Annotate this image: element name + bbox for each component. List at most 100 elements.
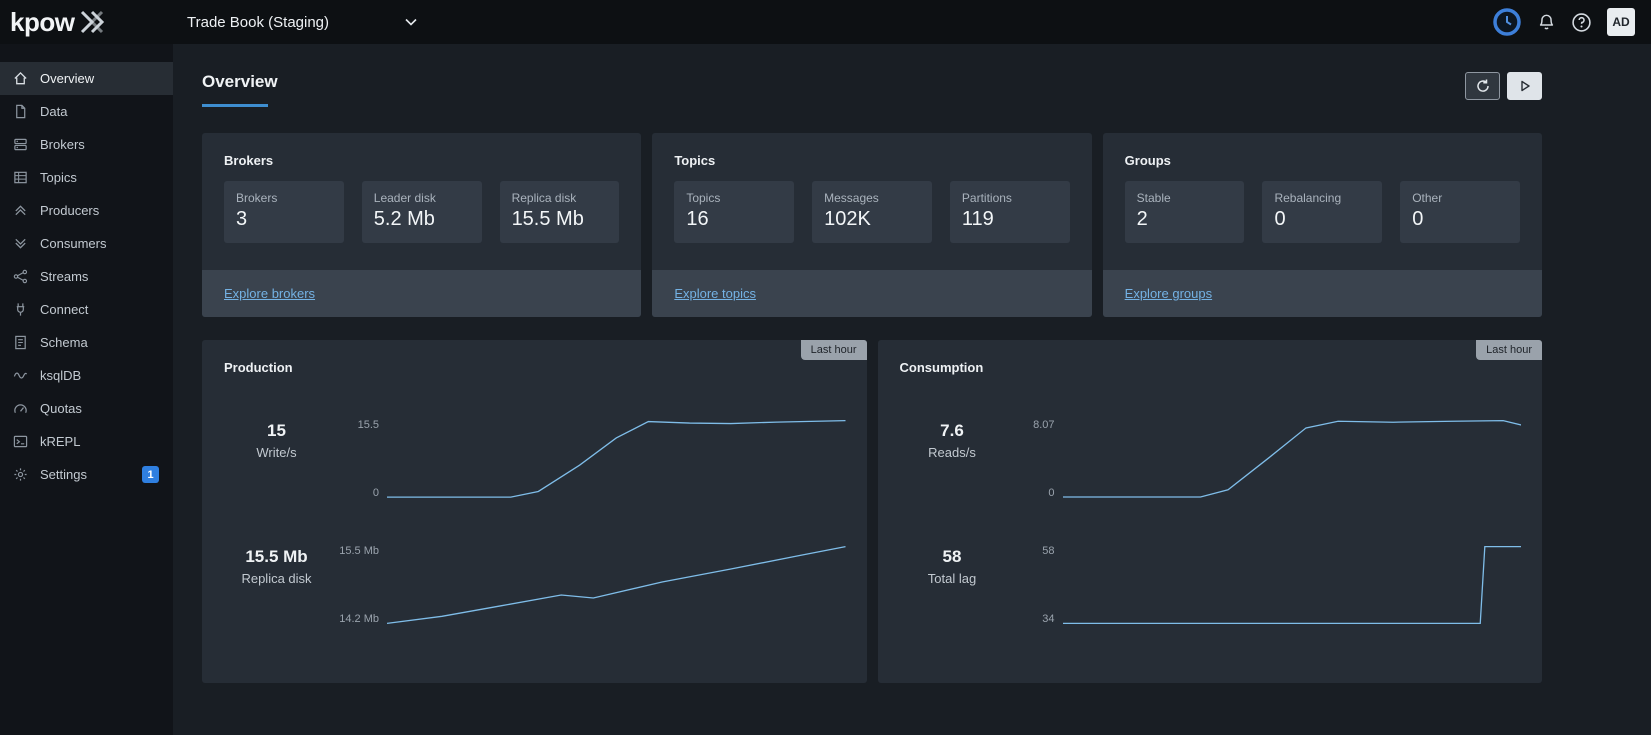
metric-label: Stable: [1136, 191, 1171, 205]
summary-card-topics: Topics Topics 16 Messages 102K Partition…: [652, 133, 1092, 317]
sparkline-chart: [387, 545, 846, 625]
sparkline-chart: [387, 419, 846, 499]
main-content: Overview: [173, 44, 1651, 735]
sidebar-item-ksqldb[interactable]: ksqlDB: [0, 359, 173, 392]
sidebar-item-label: Streams: [40, 269, 89, 284]
notifications-bell-icon[interactable]: [1537, 13, 1556, 32]
metric-label: Rebalancing: [1274, 191, 1342, 205]
metric-tile: Brokers 3: [224, 181, 344, 243]
summary-card-brokers: Brokers Brokers 3 Leader disk 5.2 Mb Rep…: [202, 133, 642, 317]
chart-card-production: Last hour Production 15 Write/s 15.5 0 1…: [202, 340, 867, 683]
sidebar-item-topics[interactable]: Topics: [0, 161, 173, 194]
sidebar-item-brokers[interactable]: Brokers: [0, 128, 173, 161]
metric-tile: Topics 16: [674, 181, 795, 243]
summary-card-groups: Groups Stable 2 Rebalancing 0 Other 0 Ex…: [1102, 133, 1542, 317]
sidebar-item-label: Overview: [40, 71, 95, 86]
environment-selector[interactable]: Trade Book (Staging): [187, 14, 419, 31]
metric-tile: Other 0: [1400, 181, 1520, 243]
chart-metric: 7.6 Reads/s: [900, 419, 1005, 499]
explore-brokers-link[interactable]: Explore brokers: [224, 286, 316, 301]
sparkline-chart: [1063, 419, 1522, 499]
sidebar-item-label: Topics: [40, 170, 77, 185]
share-icon: [13, 269, 28, 284]
explore-topics-link[interactable]: Explore topics: [674, 286, 756, 301]
sidebar-item-label: Schema: [40, 335, 88, 350]
refresh-button[interactable]: [1465, 72, 1500, 100]
plug-icon: [13, 302, 28, 317]
sidebar-item-producers[interactable]: Producers: [0, 194, 173, 227]
gear-icon: [13, 467, 28, 482]
sidebar-item-label: Brokers: [40, 137, 85, 152]
sidebar-item-label: Settings: [40, 467, 87, 482]
metric-tile: Rebalancing 0: [1262, 181, 1383, 243]
settings-badge: 1: [142, 466, 159, 483]
sidebar-item-label: Consumers: [40, 236, 107, 251]
y-axis-labels: 8.07 0: [1005, 419, 1063, 499]
server-icon: [13, 137, 28, 152]
chevrons-down-icon: [13, 236, 28, 251]
metric-tiles: Stable 2 Rebalancing 0 Other 0: [1124, 181, 1520, 243]
metric-tiles: Topics 16 Messages 102K Partitions 119: [674, 181, 1070, 243]
chart-metric-label: Reads/s: [928, 445, 976, 460]
chart-rows: 15 Write/s 15.5 0 15.5 Mb Replica disk 1…: [202, 419, 867, 625]
sidebar-item-consumers[interactable]: Consumers: [0, 227, 173, 260]
y-axis-min-label: 34: [1042, 613, 1055, 625]
y-axis-labels: 15.5 0: [329, 419, 387, 499]
summary-cards: Brokers Brokers 3 Leader disk 5.2 Mb Rep…: [202, 133, 1542, 317]
logo-glyph-icon: [81, 10, 105, 34]
sidebar-item-label: Producers: [40, 203, 100, 218]
metric-value: 102K: [824, 208, 871, 230]
chart-metric-label: Write/s: [256, 445, 297, 460]
clock-icon[interactable]: [1492, 7, 1522, 37]
metric-tiles: Brokers 3 Leader disk 5.2 Mb Replica dis…: [224, 181, 620, 243]
environment-name: Trade Book (Staging): [187, 13, 330, 31]
page-header: Overview: [202, 72, 1542, 107]
sidebar-item-label: ksqlDB: [40, 368, 82, 383]
chart-metric: 15 Write/s: [224, 419, 329, 499]
time-range-tag: Last hour: [800, 340, 867, 360]
chart-metric-label: Total lag: [927, 571, 977, 586]
chart-row: 7.6 Reads/s 8.07 0: [900, 419, 1522, 499]
sidebar-item-settings[interactable]: Settings 1: [0, 458, 173, 491]
y-axis-labels: 58 34: [1005, 545, 1063, 625]
chart-metric-label: Replica disk: [241, 571, 312, 586]
chevron-down-icon: [405, 18, 417, 26]
card-title: Brokers: [224, 153, 274, 168]
time-range-tag: Last hour: [1476, 340, 1542, 360]
sidebar-item-streams[interactable]: Streams: [0, 260, 173, 293]
metric-tile: Leader disk 5.2 Mb: [361, 181, 482, 243]
metric-value: 3: [236, 208, 248, 230]
terminal-icon: [13, 434, 28, 449]
card-title: Topics: [674, 153, 716, 168]
metric-label: Replica disk: [511, 191, 577, 205]
chart-card-title: Consumption: [899, 360, 984, 375]
play-button[interactable]: [1507, 72, 1542, 100]
y-axis-max-label: 15.5 Mb: [339, 545, 379, 557]
help-icon[interactable]: [1571, 12, 1592, 33]
metric-label: Brokers: [236, 191, 278, 205]
sidebar-item-schema[interactable]: Schema: [0, 326, 173, 359]
metric-label: Leader disk: [373, 191, 436, 205]
metric-label: Other: [1412, 191, 1443, 205]
chevrons-up-icon: [13, 203, 28, 218]
explore-groups-link[interactable]: Explore groups: [1124, 286, 1213, 301]
sidebar-item-quotas[interactable]: Quotas: [0, 392, 173, 425]
sidebar-item-krepl[interactable]: kREPL: [0, 425, 173, 458]
avatar[interactable]: AD: [1607, 8, 1635, 36]
chart-card-title: Production: [224, 360, 293, 375]
file-icon: [13, 104, 28, 119]
metric-value: 16: [686, 208, 709, 230]
logo-text: kpow: [10, 7, 75, 37]
metric-value: 0: [1412, 208, 1424, 230]
y-axis-min-label: 0: [372, 487, 379, 499]
topbar: kpow Trade Book (Staging): [0, 0, 1651, 44]
metric-value: 2: [1136, 208, 1148, 230]
metric-label: Topics: [686, 191, 721, 205]
kpow-logo[interactable]: kpow: [10, 9, 173, 35]
sidebar-item-overview[interactable]: Overview: [0, 62, 173, 95]
metric-value: 0: [1274, 208, 1286, 230]
sidebar-item-connect[interactable]: Connect: [0, 293, 173, 326]
sidebar-item-data[interactable]: Data: [0, 95, 173, 128]
metric-label: Partitions: [961, 191, 1012, 205]
